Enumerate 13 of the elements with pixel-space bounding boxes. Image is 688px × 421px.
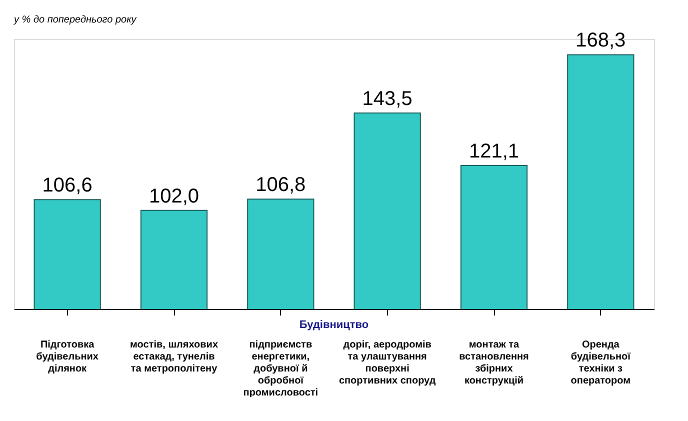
data-label: 102,0 (148, 185, 200, 208)
x-tick-label: монтаж та встановлення збірних конструкцій (459, 340, 530, 386)
x-tick-label: доріг, аеродромів та улаштування поверхні спортивних споруд (338, 340, 436, 386)
x-tick-label: Оренда будівельної техніки з оператором (570, 340, 631, 386)
text: Будівництво (299, 319, 369, 331)
x-tick-label: Підготовка будівельних ділянок (36, 340, 99, 374)
data-label: 106,6 (42, 174, 92, 197)
data-label: 168,3 (576, 30, 626, 52)
x-tick-label: мостів, шляхових естакад, тунелів та метрополітену (130, 340, 218, 374)
data-label: 121,1 (468, 140, 520, 163)
data-label: 106,8 (256, 174, 306, 196)
data-label: 143,5 (362, 88, 412, 110)
y-axis-title: у % до попереднього року (13, 14, 138, 26)
